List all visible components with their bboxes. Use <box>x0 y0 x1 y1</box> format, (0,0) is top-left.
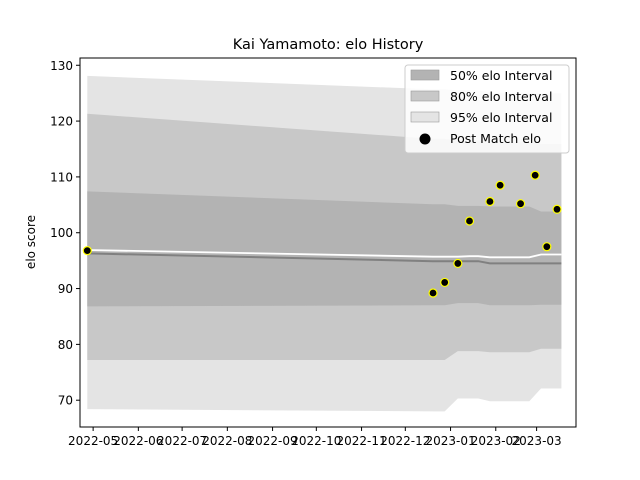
y-axis-label: elo score <box>24 215 38 269</box>
y-tick-label: 80 <box>58 338 73 352</box>
y-tick-label: 120 <box>50 115 73 129</box>
legend: 50% elo Interval 80% elo Interval 95% el… <box>404 64 570 154</box>
legend-swatch-50 <box>410 69 440 81</box>
post-match-point <box>515 199 526 209</box>
x-tick-label: 2023-02 <box>471 434 521 448</box>
mean-line <box>87 252 562 265</box>
post-match-point <box>464 216 475 226</box>
legend-swatch-95 <box>410 111 440 123</box>
x-tick-label: 2022-07 <box>157 434 207 448</box>
y-tick-label: 100 <box>50 226 73 240</box>
y-tick-label: 130 <box>50 59 73 73</box>
x-tick-label: 2022-06 <box>113 434 163 448</box>
interval-bands <box>87 75 562 412</box>
x-tick-label: 2022-10 <box>291 434 341 448</box>
x-tick-label: 2023-01 <box>425 434 475 448</box>
post-match-point <box>552 204 562 214</box>
legend-label-95: 95% elo Interval <box>450 110 552 125</box>
x-tick-label: 2022-08 <box>202 434 252 448</box>
band-50-percent <box>87 191 562 307</box>
post-match-point <box>495 180 505 190</box>
x-tick-label: 2022-12 <box>380 434 430 448</box>
plot-area <box>82 75 562 412</box>
x-tick-label: 2022-11 <box>336 434 386 448</box>
post-match-point <box>542 242 552 252</box>
y-tick-label: 110 <box>50 170 73 184</box>
legend-label-point: Post Match elo <box>450 131 541 146</box>
post-match-point <box>428 288 438 298</box>
x-tick-label: 2023-03 <box>512 434 562 448</box>
x-tick-label: 2022-05 <box>68 434 118 448</box>
plot-frame <box>79 57 577 428</box>
x-tick-label: 2022-09 <box>247 434 297 448</box>
legend-marker-point <box>419 133 431 145</box>
post-match-point <box>485 196 495 207</box>
legend-box <box>404 64 570 154</box>
legend-swatch-80 <box>410 90 440 102</box>
post-match-point <box>453 258 463 269</box>
chart-title: Kai Yamamoto: elo History <box>233 37 424 53</box>
y-tick-label: 70 <box>58 394 73 408</box>
post-match-point <box>82 245 92 256</box>
post-match-point <box>440 277 450 288</box>
post-match-point <box>530 170 540 180</box>
y-tick-label: 90 <box>58 282 73 296</box>
legend-label-80: 80% elo Interval <box>450 89 552 104</box>
x-axis: 2022-052022-062022-072022-082022-092022-… <box>68 427 562 448</box>
rating-line <box>87 249 562 259</box>
post-match-points <box>82 170 562 298</box>
rating-lines <box>87 249 562 265</box>
legend-label-50: 50% elo Interval <box>450 68 552 83</box>
y-axis: 70 80 90 100 110 120 130 <box>50 59 80 408</box>
